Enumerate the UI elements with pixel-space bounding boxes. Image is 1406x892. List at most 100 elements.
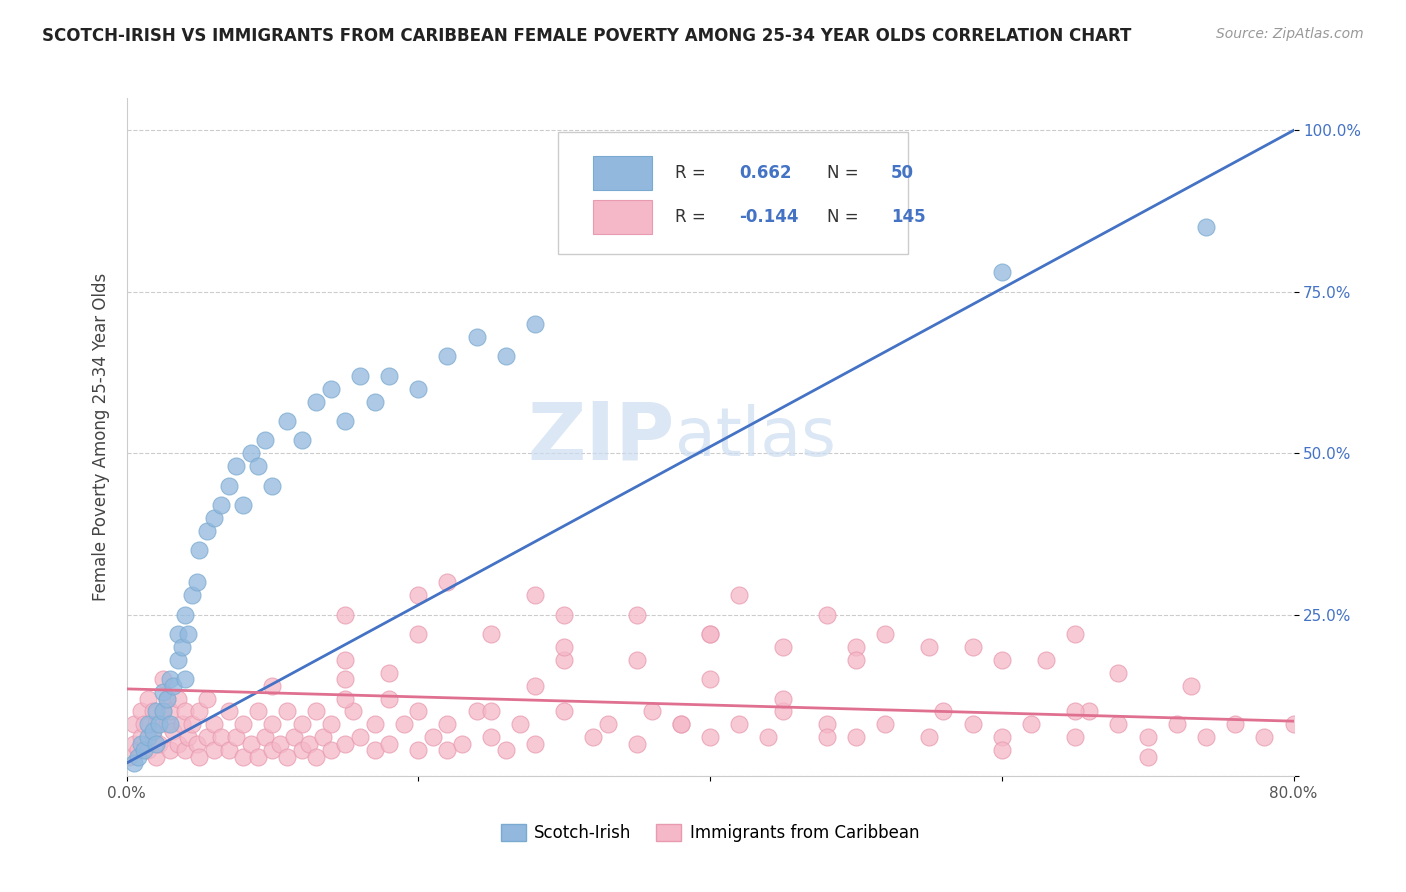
Text: ZIP: ZIP	[527, 398, 675, 476]
Point	[162, 679, 184, 693]
Point	[918, 640, 941, 654]
Point	[553, 653, 575, 667]
Point	[495, 743, 517, 757]
Point	[276, 414, 298, 428]
Point	[202, 717, 225, 731]
Point	[159, 717, 181, 731]
Point	[127, 749, 149, 764]
Point	[122, 756, 145, 771]
Point	[553, 607, 575, 622]
Point	[152, 685, 174, 699]
Point	[142, 723, 165, 738]
Point	[159, 705, 181, 719]
Point	[815, 607, 838, 622]
Point	[181, 717, 204, 731]
Point	[845, 731, 868, 745]
Point	[319, 717, 342, 731]
Point	[142, 731, 165, 745]
Point	[148, 737, 170, 751]
Text: Source: ZipAtlas.com: Source: ZipAtlas.com	[1216, 27, 1364, 41]
Text: N =: N =	[827, 164, 863, 182]
Point	[524, 737, 547, 751]
Point	[174, 607, 197, 622]
Point	[669, 717, 692, 731]
Point	[422, 731, 444, 745]
Point	[225, 459, 247, 474]
Point	[254, 731, 277, 745]
Point	[188, 543, 211, 558]
Point	[728, 717, 751, 731]
Point	[290, 717, 312, 731]
Point	[596, 717, 619, 731]
Point	[669, 717, 692, 731]
Point	[436, 575, 458, 590]
Point	[640, 705, 664, 719]
Point	[156, 691, 179, 706]
Point	[195, 691, 218, 706]
Point	[408, 588, 430, 602]
Point	[177, 627, 200, 641]
Point	[188, 749, 211, 764]
Point	[127, 743, 149, 757]
Point	[1195, 220, 1218, 235]
Point	[392, 717, 415, 731]
Point	[1253, 731, 1275, 745]
Point	[283, 731, 305, 745]
Point	[756, 731, 779, 745]
Point	[626, 607, 648, 622]
Point	[699, 627, 721, 641]
Point	[335, 672, 357, 686]
Legend: Scotch-Irish, Immigrants from Caribbean: Scotch-Irish, Immigrants from Caribbean	[494, 818, 927, 849]
Point	[479, 705, 502, 719]
Point	[145, 749, 167, 764]
Point	[918, 731, 941, 745]
Point	[159, 672, 181, 686]
Point	[335, 607, 357, 622]
Point	[132, 743, 155, 757]
Point	[174, 705, 197, 719]
Point	[262, 717, 284, 731]
Point	[118, 749, 141, 764]
Point	[349, 368, 371, 383]
Point	[177, 731, 200, 745]
Point	[582, 731, 605, 745]
Point	[553, 705, 575, 719]
Point	[408, 627, 430, 641]
Point	[875, 717, 897, 731]
Point	[138, 717, 160, 731]
Point	[186, 737, 208, 751]
Point	[319, 382, 342, 396]
Point	[152, 705, 174, 719]
Point	[188, 705, 211, 719]
Point	[129, 705, 152, 719]
Point	[451, 737, 474, 751]
Point	[209, 498, 232, 512]
Text: N =: N =	[827, 208, 863, 226]
Point	[990, 743, 1012, 757]
Point	[495, 350, 517, 364]
Point	[298, 737, 321, 751]
Text: 50: 50	[891, 164, 914, 182]
Point	[815, 731, 838, 745]
Point	[436, 350, 458, 364]
Point	[142, 705, 165, 719]
Point	[262, 478, 284, 492]
Point	[1063, 731, 1085, 745]
Point	[170, 717, 193, 731]
Point	[246, 705, 269, 719]
Point	[408, 382, 430, 396]
Point	[239, 737, 262, 751]
Text: 0.662: 0.662	[740, 164, 792, 182]
Point	[138, 743, 160, 757]
Point	[465, 330, 488, 344]
Bar	[593, 200, 652, 234]
Point	[138, 691, 160, 706]
Point	[363, 717, 385, 731]
Point	[254, 434, 277, 448]
Point	[875, 627, 897, 641]
Point	[202, 743, 225, 757]
Text: -0.144: -0.144	[740, 208, 799, 226]
Point	[1035, 653, 1057, 667]
Point	[122, 737, 145, 751]
Point	[626, 653, 648, 667]
